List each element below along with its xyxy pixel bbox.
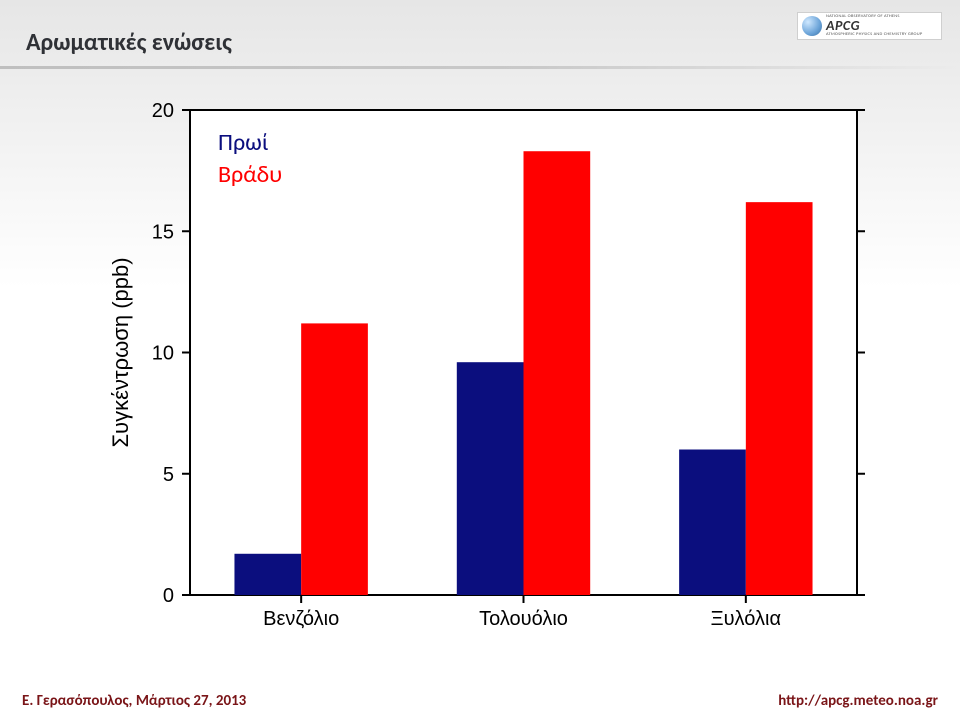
x-tick-label: Ξυλόλια [711,608,781,630]
footer: Ε. Γερασόπουλος, Μάρτιος 27, 2013 http:/… [0,692,960,710]
title-underline [0,66,960,69]
slide: NATIONAL OBSERVATORY OF ATHENS APCG ATMO… [0,0,960,720]
x-tick-label: Βενζόλιο [263,608,339,630]
bar [746,202,813,595]
legend-label: Βράδυ [218,160,282,189]
y-tick-label: 20 [152,100,174,122]
y-axis-label: Συγκέντρωση (ppb) [108,257,133,447]
bar [457,362,524,595]
bar [234,554,301,595]
legend-label: Πρωί [218,128,269,157]
y-tick-label: 5 [163,464,174,486]
globe-icon [802,16,822,36]
chart-container: 0 5 10 15 20 Συγκέντρωση (ppb) Βενζόλιο Τολουόλ… [85,100,875,650]
bar [301,323,368,595]
logo-text: NATIONAL OBSERVATORY OF ATHENS APCG ATMO… [826,15,922,38]
y-tick-label: 15 [152,221,174,243]
logo-sub-line: ATMOSPHERIC PHYSICS AND CHEMISTRY GROUP [826,33,922,38]
logo-main: APCG [826,19,922,33]
y-tick-label: 0 [163,585,174,607]
x-tick-label: Τολουόλιο [479,608,568,630]
footer-right: http://apcg.meteo.noa.gr [778,692,938,710]
bar [679,450,746,596]
apcg-logo: NATIONAL OBSERVATORY OF ATHENS APCG ATMO… [797,12,942,40]
page-title: Αρωματικές ενώσεις [26,28,232,57]
bar [524,151,591,595]
footer-left: Ε. Γερασόπουλος, Μάρτιος 27, 2013 [22,692,246,710]
y-tick-label: 10 [152,343,174,365]
bar-chart: 0 5 10 15 20 Συγκέντρωση (ppb) Βενζόλιο Τολουόλ… [85,100,875,650]
